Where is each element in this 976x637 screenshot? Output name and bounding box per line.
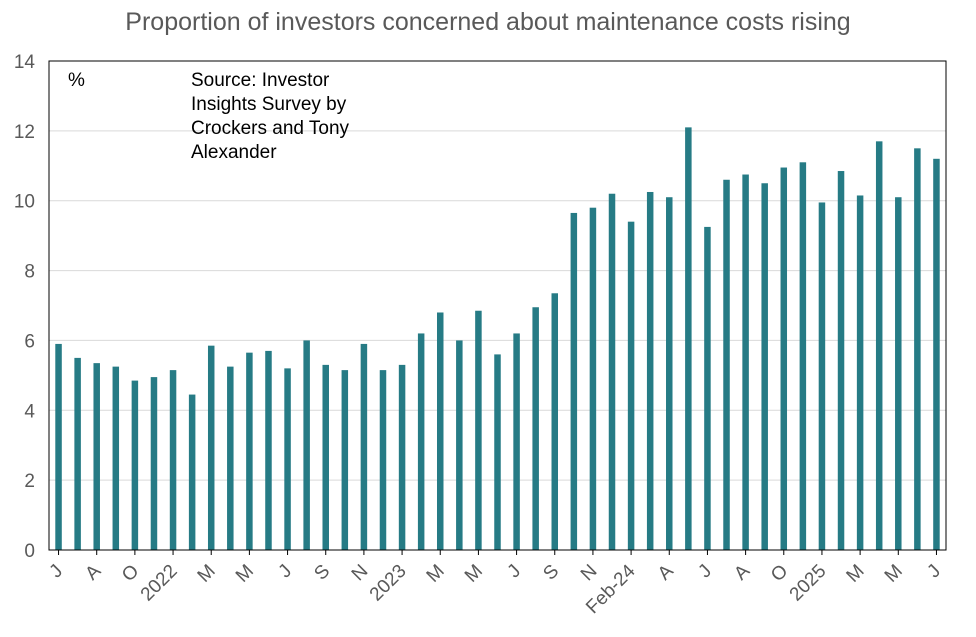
bar	[284, 368, 291, 550]
x-tick-label: J	[923, 561, 945, 583]
bar	[265, 350, 272, 550]
x-tick-label: J	[46, 561, 68, 583]
bar	[856, 195, 864, 550]
bar	[895, 197, 902, 550]
bar	[799, 162, 807, 551]
bar	[456, 340, 463, 550]
bar	[341, 370, 349, 550]
y-tick-label: 8	[24, 262, 35, 283]
y-tick-label: 6	[24, 331, 35, 352]
x-tick-label: M	[423, 561, 449, 587]
bar	[246, 352, 253, 550]
x-tick-label: M	[881, 561, 907, 587]
bar	[188, 394, 196, 550]
bar	[837, 171, 845, 550]
x-tick-label: 2023	[366, 561, 411, 606]
y-tick-label: 12	[14, 122, 35, 143]
bar	[398, 364, 406, 550]
bar	[150, 377, 158, 550]
bar	[436, 312, 444, 550]
bar	[666, 197, 673, 550]
x-tick-label: S	[539, 561, 563, 585]
bar	[723, 179, 730, 550]
bar	[608, 193, 616, 550]
x-tick-label: M	[843, 561, 869, 587]
x-tick-label: O	[767, 561, 792, 586]
y-tick-label: 14	[14, 52, 36, 73]
bar	[475, 310, 482, 550]
bar	[513, 333, 520, 550]
y-tick-label: 0	[24, 541, 35, 562]
bar	[417, 333, 425, 550]
bar	[303, 340, 310, 550]
bar	[685, 127, 692, 550]
x-tick-label: M	[461, 561, 487, 587]
bar	[74, 357, 81, 550]
bar	[360, 343, 368, 550]
plot-frame	[48, 60, 947, 551]
x-tick-label: J	[504, 561, 526, 583]
x-tick-label: A	[730, 560, 754, 584]
x-tick-label: A	[81, 560, 105, 584]
bar	[646, 191, 654, 550]
x-tick-label: 2022	[137, 561, 182, 606]
bar	[780, 167, 788, 550]
bar	[112, 366, 120, 550]
bar	[532, 307, 539, 550]
bar	[627, 221, 635, 550]
bar	[742, 174, 749, 550]
bar	[207, 345, 215, 550]
bar	[227, 366, 234, 550]
x-tick-label: N	[577, 561, 602, 586]
x-tick-label: M	[232, 561, 258, 587]
x-tick-label: S	[310, 561, 334, 585]
bar	[589, 207, 597, 550]
x-tick-label: O	[118, 561, 143, 586]
y-tick-label: 2	[24, 471, 35, 492]
bar	[551, 293, 559, 550]
x-tick-label: A	[654, 560, 678, 584]
bar	[494, 354, 501, 550]
bar	[93, 363, 100, 550]
x-tick-label: J	[694, 561, 716, 583]
bar	[570, 212, 578, 551]
bar	[169, 370, 177, 550]
x-tick-label: M	[194, 561, 220, 587]
bar	[818, 202, 826, 551]
y-tick-label: 4	[24, 401, 35, 422]
bar	[761, 183, 768, 550]
x-tick-label: N	[348, 561, 373, 586]
bar	[322, 364, 329, 550]
bar	[914, 148, 921, 551]
unit-label: %	[68, 70, 85, 91]
bar	[875, 141, 883, 551]
x-tick-label: J	[275, 561, 297, 583]
bar	[704, 226, 711, 551]
y-tick-label: 10	[14, 192, 35, 213]
bar	[131, 380, 139, 550]
bar	[379, 370, 387, 550]
chart-title: Proportion of investors concerned about …	[125, 8, 851, 36]
x-tick-label: 2025	[786, 561, 831, 606]
bar	[933, 158, 940, 551]
source-annotation: Source: Investor Insights Survey by Croc…	[191, 70, 350, 163]
bar	[55, 343, 62, 550]
